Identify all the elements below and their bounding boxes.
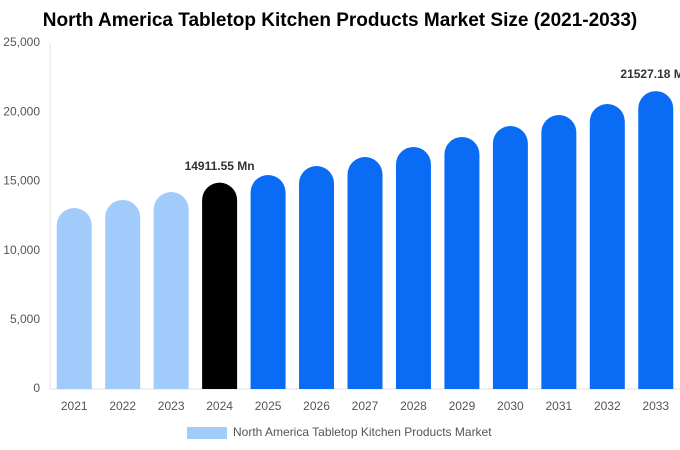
x-tick-label: 2022 (109, 399, 136, 413)
legend-label: North America Tabletop Kitchen Products … (233, 425, 492, 439)
bar (589, 104, 625, 390)
data-label: 21527.18 Mn (620, 67, 680, 81)
bar (541, 114, 577, 390)
bar (395, 146, 431, 389)
y-tick-label: 15,000 (3, 174, 40, 188)
y-tick-label: 25,000 (3, 35, 40, 49)
x-tick-label: 2023 (158, 399, 185, 413)
y-tick-label: 20,000 (3, 104, 40, 118)
bar (347, 157, 383, 389)
bar (56, 207, 92, 389)
x-tick-label: 2025 (255, 399, 282, 413)
bar (202, 182, 238, 389)
x-tick-label: 2032 (594, 399, 621, 413)
x-tick-label: 2033 (642, 399, 669, 413)
bar (153, 192, 189, 389)
legend-swatch (187, 427, 227, 439)
bar (492, 126, 528, 389)
data-label: 14911.55 Mn (185, 159, 255, 173)
y-tick-label: 0 (33, 381, 40, 395)
bar (299, 166, 335, 389)
chart-title: North America Tabletop Kitchen Products … (43, 10, 637, 31)
bar (105, 199, 141, 389)
x-tick-label: 2029 (449, 399, 476, 413)
x-tick-label: 2024 (206, 399, 233, 413)
x-tick-label: 2030 (497, 399, 524, 413)
y-tick-label: 10,000 (3, 243, 40, 257)
x-tick-label: 2031 (545, 399, 572, 413)
x-tick-label: 2027 (352, 399, 379, 413)
x-tick-label: 2026 (303, 399, 330, 413)
y-tick-label: 5,000 (10, 312, 40, 326)
bar (444, 136, 480, 389)
x-tick-label: 2028 (400, 399, 427, 413)
bar (638, 91, 674, 389)
bar (250, 175, 286, 389)
x-tick-label: 2021 (61, 399, 88, 413)
